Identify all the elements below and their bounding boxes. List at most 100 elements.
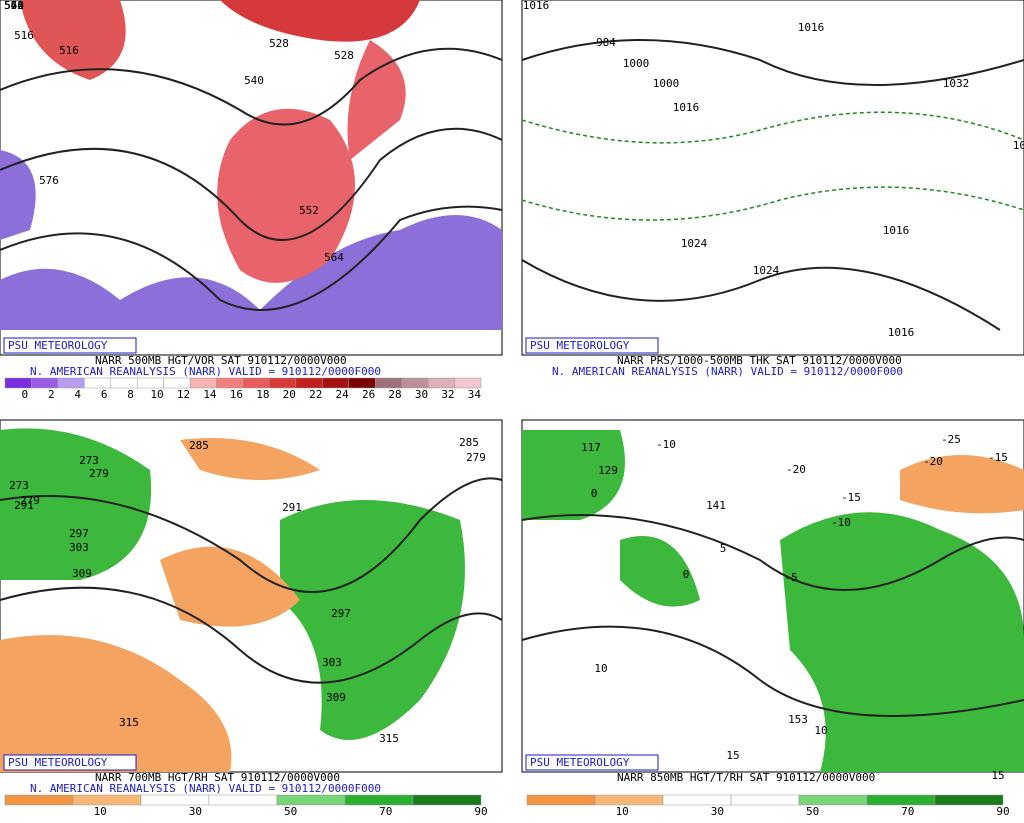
colorbar-label: 12 [177, 388, 190, 401]
colorbar-cell [594, 794, 664, 806]
contour-label: -5 [784, 571, 797, 584]
contour-label: 5 [720, 542, 727, 555]
colorbar-cell [4, 377, 32, 389]
colorbar-label: 22 [309, 388, 322, 401]
contour-label: -10 [831, 516, 851, 529]
thickness-lines [521, 111, 1024, 221]
contour-label: 1000 [623, 57, 650, 70]
contour-label: 576 [4, 0, 24, 12]
contour-label: 10 [814, 724, 827, 737]
credit-box [525, 337, 659, 354]
colorbar-label: 18 [256, 388, 269, 401]
colorbar-label: 4 [74, 388, 81, 401]
colorbar-label: 0 [22, 388, 29, 401]
colorbar-cell [730, 794, 800, 806]
colorbar-cell [374, 377, 402, 389]
contour-label: -15 [988, 451, 1008, 464]
colorbar-cell [110, 377, 138, 389]
contour-label: 1024 [681, 237, 708, 250]
colorbar-label: 16 [230, 388, 243, 401]
colorbar-cell [454, 377, 482, 389]
colorbar-label: 30 [711, 805, 724, 818]
contour-label: 291 [14, 499, 34, 512]
contour-label: 15 [726, 749, 739, 762]
colorbar-cell [295, 377, 323, 389]
colorbar-cell [57, 377, 85, 389]
contour-label: 309 [72, 567, 92, 580]
contour-label: 1032 [943, 77, 970, 90]
colorbar-label: 24 [336, 388, 350, 401]
colorbar-label: 10 [150, 388, 163, 401]
colorbar-label: 2 [48, 388, 55, 401]
contour-label: 117 [581, 441, 601, 454]
contour-label: 129 [598, 464, 618, 477]
colorbar-cell [322, 377, 350, 389]
contour-label: 540 [4, 0, 24, 12]
contour-label: 1024 [753, 264, 780, 277]
panel-title: NARR 500MB HGT/VOR SAT 910112/0000V000 [95, 354, 347, 367]
panel-subtitle: N. AMERICAN REANALYSIS (NARR) VALID = 91… [30, 782, 381, 795]
contour-label: 153 [788, 713, 808, 726]
contour-label: 309 [326, 691, 346, 704]
credit-box [3, 337, 137, 354]
colorbar-label: 10 [94, 805, 107, 818]
colorbar-label: 50 [806, 805, 819, 818]
contour-label: 315 [119, 716, 139, 729]
colorbar-cell [72, 794, 142, 806]
colorbar-cell [427, 377, 455, 389]
colorbar-label: 32 [441, 388, 454, 401]
contour-label: 984 [596, 36, 616, 49]
contour-label: 0 [591, 487, 598, 500]
colorbar-cell [140, 794, 210, 806]
colorbar-cell [242, 377, 270, 389]
contour-label: 576 [39, 174, 59, 187]
colorbar-label: 30 [415, 388, 428, 401]
colorbar-label: 6 [101, 388, 108, 401]
colorbar-cell [31, 377, 59, 389]
colorbar-cell [348, 377, 376, 389]
colorbar-label: 70 [901, 805, 914, 818]
colorbar-cell [163, 377, 191, 389]
colorbar-cell [189, 377, 217, 389]
credit: PSU METEOROLOGY [8, 756, 108, 769]
colorbar-cell [412, 794, 482, 806]
colorbar-cell [208, 794, 278, 806]
contour-label: 1016 [673, 101, 700, 114]
colorbar-cell [798, 794, 868, 806]
contour-label: 141 [706, 499, 726, 512]
colorbar-cell [866, 794, 936, 806]
panel-title: NARR 700MB HGT/RH SAT 910112/0000V000 [95, 771, 340, 784]
contour-label: 528 [269, 37, 289, 50]
contour-label: -25 [941, 433, 961, 446]
credit: PSU METEOROLOGY [530, 339, 630, 352]
contour-label: 273 [79, 454, 99, 467]
contour-label: 291 [282, 501, 302, 514]
panel-subtitle: N. AMERICAN REANALYSIS (NARR) VALID = 91… [30, 365, 381, 378]
contour-label: 285 [189, 439, 209, 452]
colorbar-label: 30 [189, 805, 202, 818]
colorbar-cell [216, 377, 244, 389]
colorbar-cell [4, 794, 74, 806]
contour-label: 1040 [1013, 139, 1024, 152]
colorbar-label: 90 [996, 805, 1009, 818]
credit: PSU METEOROLOGY [530, 756, 630, 769]
contour-label: 303 [322, 656, 342, 669]
contour-label: 552 [4, 0, 24, 12]
colorbar-label: 26 [362, 388, 375, 401]
contour-label: 516 [59, 44, 79, 57]
colorbar-cell [276, 794, 346, 806]
contours [0, 39, 1024, 717]
colorbar-cell [662, 794, 732, 806]
colorbar-cell [401, 377, 429, 389]
colorbar-cell [526, 794, 596, 806]
contour-label: 297 [69, 527, 89, 540]
contour-label: 15 [991, 769, 1004, 782]
contour-label: -20 [786, 463, 806, 476]
colorbar-label: 20 [283, 388, 296, 401]
contour-label: 1016 [888, 326, 915, 339]
colorbar-label: 34 [468, 388, 482, 401]
colorbar-label: 50 [284, 805, 297, 818]
contour-label: -10 [656, 438, 676, 451]
contour-label: 540 [244, 74, 264, 87]
